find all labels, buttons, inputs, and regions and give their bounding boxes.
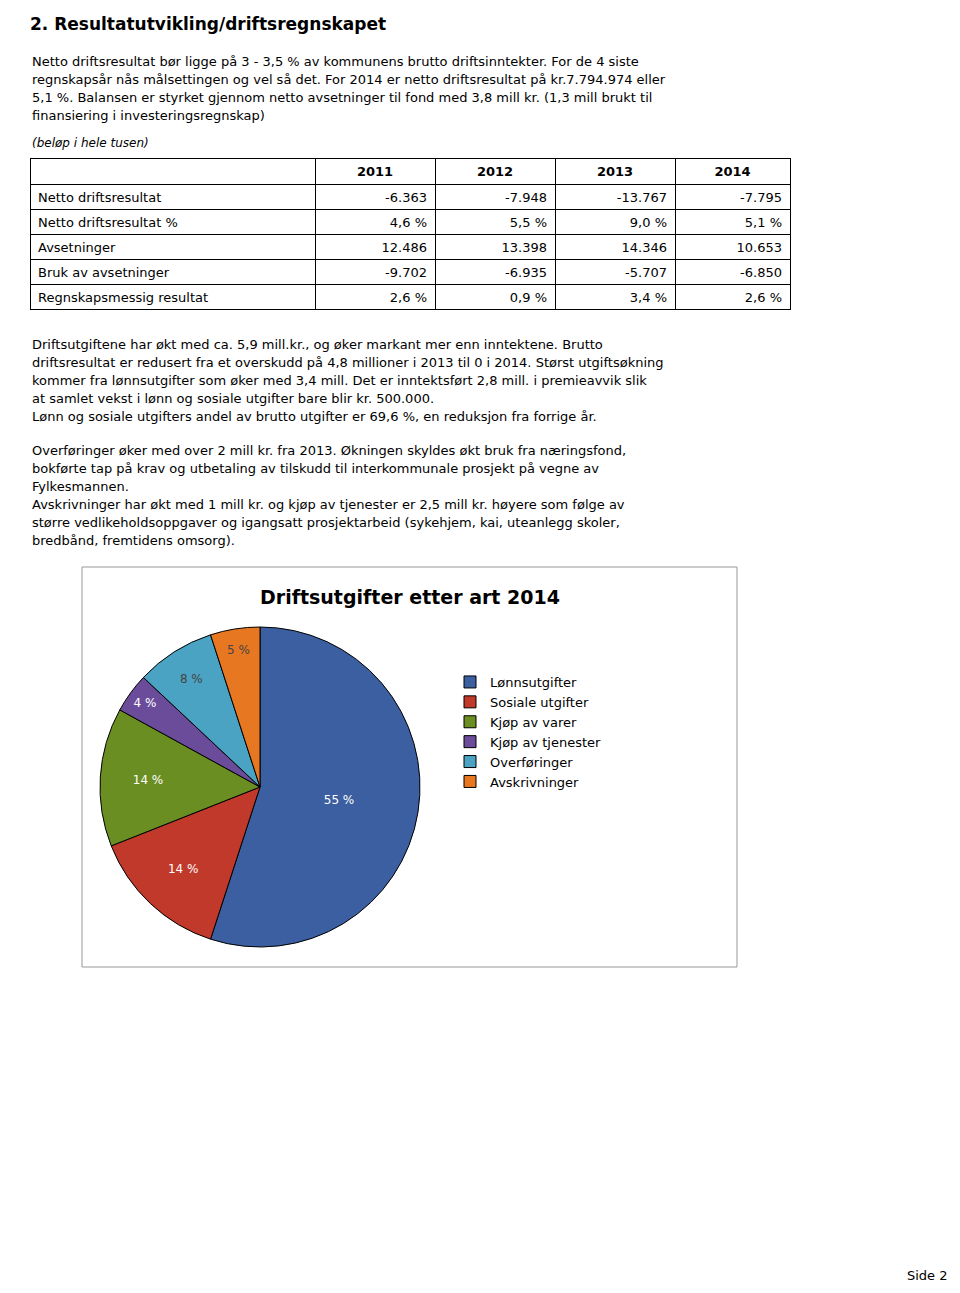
svg-text:4 %: 4 %	[134, 696, 157, 710]
svg-text:Overføringer øker med over 2 m: Overføringer øker med over 2 mill kr. fr…	[32, 443, 626, 458]
svg-text:12.486: 12.486	[382, 240, 428, 255]
svg-text:Sosiale utgifter: Sosiale utgifter	[490, 695, 589, 710]
svg-text:bokførte tap på krav og utbeta: bokførte tap på krav og utbetaling av ti…	[32, 461, 599, 476]
svg-text:Bruk av avsetninger: Bruk av avsetninger	[38, 265, 170, 280]
svg-text:Driftsutgifter etter art 2014: Driftsutgifter etter art 2014	[260, 586, 560, 608]
svg-text:2012: 2012	[477, 164, 513, 179]
svg-text:Overføringer: Overføringer	[490, 755, 573, 770]
svg-text:13.398: 13.398	[502, 240, 548, 255]
svg-text:Netto driftsresultat: Netto driftsresultat	[38, 190, 161, 205]
svg-text:Lønn og sosiale utgifters ande: Lønn og sosiale utgifters andel av brutt…	[32, 409, 597, 424]
svg-text:Side 2: Side 2	[907, 1268, 948, 1283]
svg-text:finansiering i investeringsreg: finansiering i investeringsregnskap)	[32, 108, 265, 123]
svg-text:-13.767: -13.767	[617, 190, 667, 205]
svg-text:2,6 %: 2,6 %	[745, 290, 782, 305]
svg-text:2011: 2011	[357, 164, 393, 179]
svg-text:(beløp i hele tusen): (beløp i hele tusen)	[32, 136, 149, 150]
svg-text:kommer fra lønnsutgifter som ø: kommer fra lønnsutgifter som øker med 3,…	[32, 373, 647, 388]
svg-text:0,9 %: 0,9 %	[510, 290, 547, 305]
svg-text:Driftsutgiftene har økt med ca: Driftsutgiftene har økt med ca. 5,9 mill…	[32, 337, 603, 352]
svg-text:55 %: 55 %	[324, 793, 355, 807]
svg-text:14 %: 14 %	[168, 862, 199, 876]
svg-text:driftsresultat er redusert fra: driftsresultat er redusert fra et oversk…	[32, 355, 664, 370]
svg-text:Avskrivninger: Avskrivninger	[490, 775, 579, 790]
svg-text:Avsetninger: Avsetninger	[38, 240, 116, 255]
svg-text:-7.795: -7.795	[740, 190, 782, 205]
svg-text:regnskapsår nås målsettingen o: regnskapsår nås målsettingen og vel så d…	[32, 72, 666, 87]
svg-text:-6.935: -6.935	[505, 265, 547, 280]
svg-text:8 %: 8 %	[180, 672, 203, 686]
svg-text:Regnskapsmessig resultat: Regnskapsmessig resultat	[38, 290, 208, 305]
svg-text:-6.850: -6.850	[740, 265, 782, 280]
svg-text:2014: 2014	[714, 164, 750, 179]
svg-text:-5.707: -5.707	[625, 265, 667, 280]
svg-text:5 %: 5 %	[227, 643, 250, 657]
svg-text:Kjøp av varer: Kjøp av varer	[490, 715, 577, 730]
svg-text:14 %: 14 %	[133, 773, 164, 787]
svg-text:2013: 2013	[597, 164, 633, 179]
svg-text:-9.702: -9.702	[385, 265, 427, 280]
svg-text:Avskrivninger har økt med 1 mi: Avskrivninger har økt med 1 mill kr. og …	[32, 497, 625, 512]
svg-text:2,6 %: 2,6 %	[390, 290, 427, 305]
svg-text:3,4 %: 3,4 %	[630, 290, 667, 305]
svg-text:at samlet vekst i lønn og sosi: at samlet vekst i lønn og sosiale utgift…	[32, 391, 434, 406]
svg-text:5,1 %. Balansen er styrket gje: 5,1 %. Balansen er styrket gjennom netto…	[32, 90, 652, 105]
svg-text:9,0 %: 9,0 %	[630, 215, 667, 230]
svg-text:5,5 %: 5,5 %	[510, 215, 547, 230]
svg-text:4,6 %: 4,6 %	[390, 215, 427, 230]
svg-text:5,1 %: 5,1 %	[745, 215, 782, 230]
svg-text:Kjøp av tjenester: Kjøp av tjenester	[490, 735, 601, 750]
svg-text:bredbånd, fremtidens omsorg).: bredbånd, fremtidens omsorg).	[32, 533, 235, 548]
svg-text:10.653: 10.653	[737, 240, 783, 255]
svg-text:Netto driftsresultat bør ligge: Netto driftsresultat bør ligge på 3 - 3,…	[32, 54, 639, 69]
svg-text:Fylkesmannen.: Fylkesmannen.	[32, 479, 129, 494]
svg-text:Netto driftsresultat %: Netto driftsresultat %	[38, 215, 178, 230]
svg-text:-7.948: -7.948	[505, 190, 547, 205]
svg-text:-6.363: -6.363	[385, 190, 427, 205]
svg-text:14.346: 14.346	[622, 240, 668, 255]
svg-text:Lønnsutgifter: Lønnsutgifter	[490, 675, 577, 690]
svg-text:2. Resultatutvikling/driftsreg: 2. Resultatutvikling/driftsregnskapet	[30, 14, 386, 34]
svg-text:større vedlikeholdsoppgaver og: større vedlikeholdsoppgaver og igangsatt…	[32, 515, 620, 530]
